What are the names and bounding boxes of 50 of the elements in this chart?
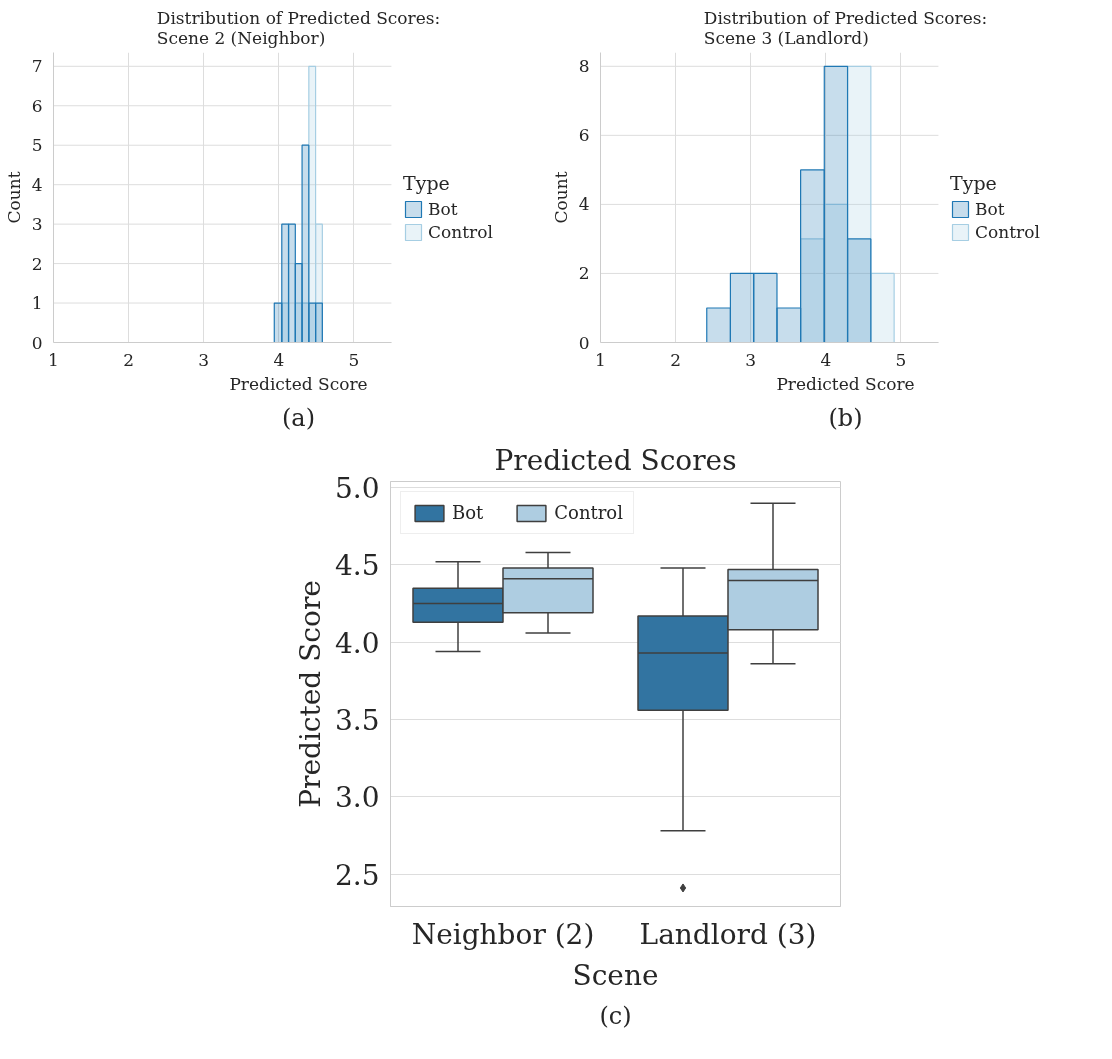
x-tick-label: 3 — [198, 349, 210, 370]
x-tick-label: 4 — [820, 349, 832, 370]
y-tick-label: 3 — [31, 214, 43, 235]
y-tick-label: 0 — [31, 332, 43, 353]
y-axis-title: Count — [550, 171, 571, 224]
x-tick-label: 2 — [123, 349, 135, 370]
legend-title: Type — [950, 172, 998, 194]
x-tick-label: 2 — [670, 349, 682, 370]
y-tick-label: 7 — [31, 56, 43, 77]
legend-label: Control — [554, 502, 623, 523]
x-tick-label: Neighbor (2) — [411, 917, 595, 951]
y-tick-label: 4 — [578, 194, 590, 215]
x-axis-title: Scene — [572, 958, 659, 992]
y-axis-title: Predicted Score — [293, 580, 327, 808]
chart-title: Predicted Scores — [494, 443, 737, 477]
y-axis-title: Count — [3, 171, 24, 224]
y-tick-label: 3.5 — [334, 704, 380, 737]
x-tick-label: 1 — [48, 349, 59, 370]
y-tick-label: 4 — [31, 174, 43, 195]
y-tick-label: 0 — [578, 332, 590, 353]
chart-title: Distribution of Predicted Scores: Scene 3 (Landlord) — [703, 7, 988, 48]
text: (b) — [828, 403, 863, 432]
x-tick-label: Landlord (3) — [639, 917, 817, 951]
legend-label: Bot — [975, 199, 1005, 219]
text: (c) — [599, 1001, 632, 1030]
y-tick-label: 3.0 — [334, 781, 380, 815]
x-axis-title: Predicted Score — [229, 373, 368, 394]
legend-label: Bot — [428, 199, 458, 219]
y-tick-label: 1 — [31, 293, 43, 314]
y-tick-label: 5 — [31, 135, 43, 156]
x-tick-label: 4 — [273, 349, 285, 370]
y-tick-label: 4.0 — [334, 626, 380, 660]
x-axis-title: Predicted Score — [776, 373, 915, 394]
y-tick-label: 2 — [31, 253, 43, 274]
text: (a) — [281, 403, 316, 432]
legend-label: Control — [428, 222, 493, 242]
x-tick-label: 1 — [595, 349, 606, 370]
y-tick-label: 4.5 — [334, 549, 380, 583]
y-tick-label: 2.5 — [334, 858, 380, 892]
x-tick-label: 5 — [895, 349, 907, 370]
y-tick-label: 2 — [578, 263, 590, 284]
legend-label: Control — [975, 222, 1040, 242]
y-tick-label: 6 — [31, 95, 43, 116]
x-tick-label: 3 — [745, 349, 757, 370]
y-tick-label: 6 — [578, 125, 590, 146]
legend-label: Bot — [452, 502, 484, 523]
y-tick-label: 5.0 — [334, 472, 380, 506]
chart-title: Distribution of Predicted Scores: Scene 2 (Neighbor) — [156, 7, 441, 48]
legend-title: Type — [403, 172, 451, 194]
y-tick-label: 8 — [578, 56, 590, 77]
